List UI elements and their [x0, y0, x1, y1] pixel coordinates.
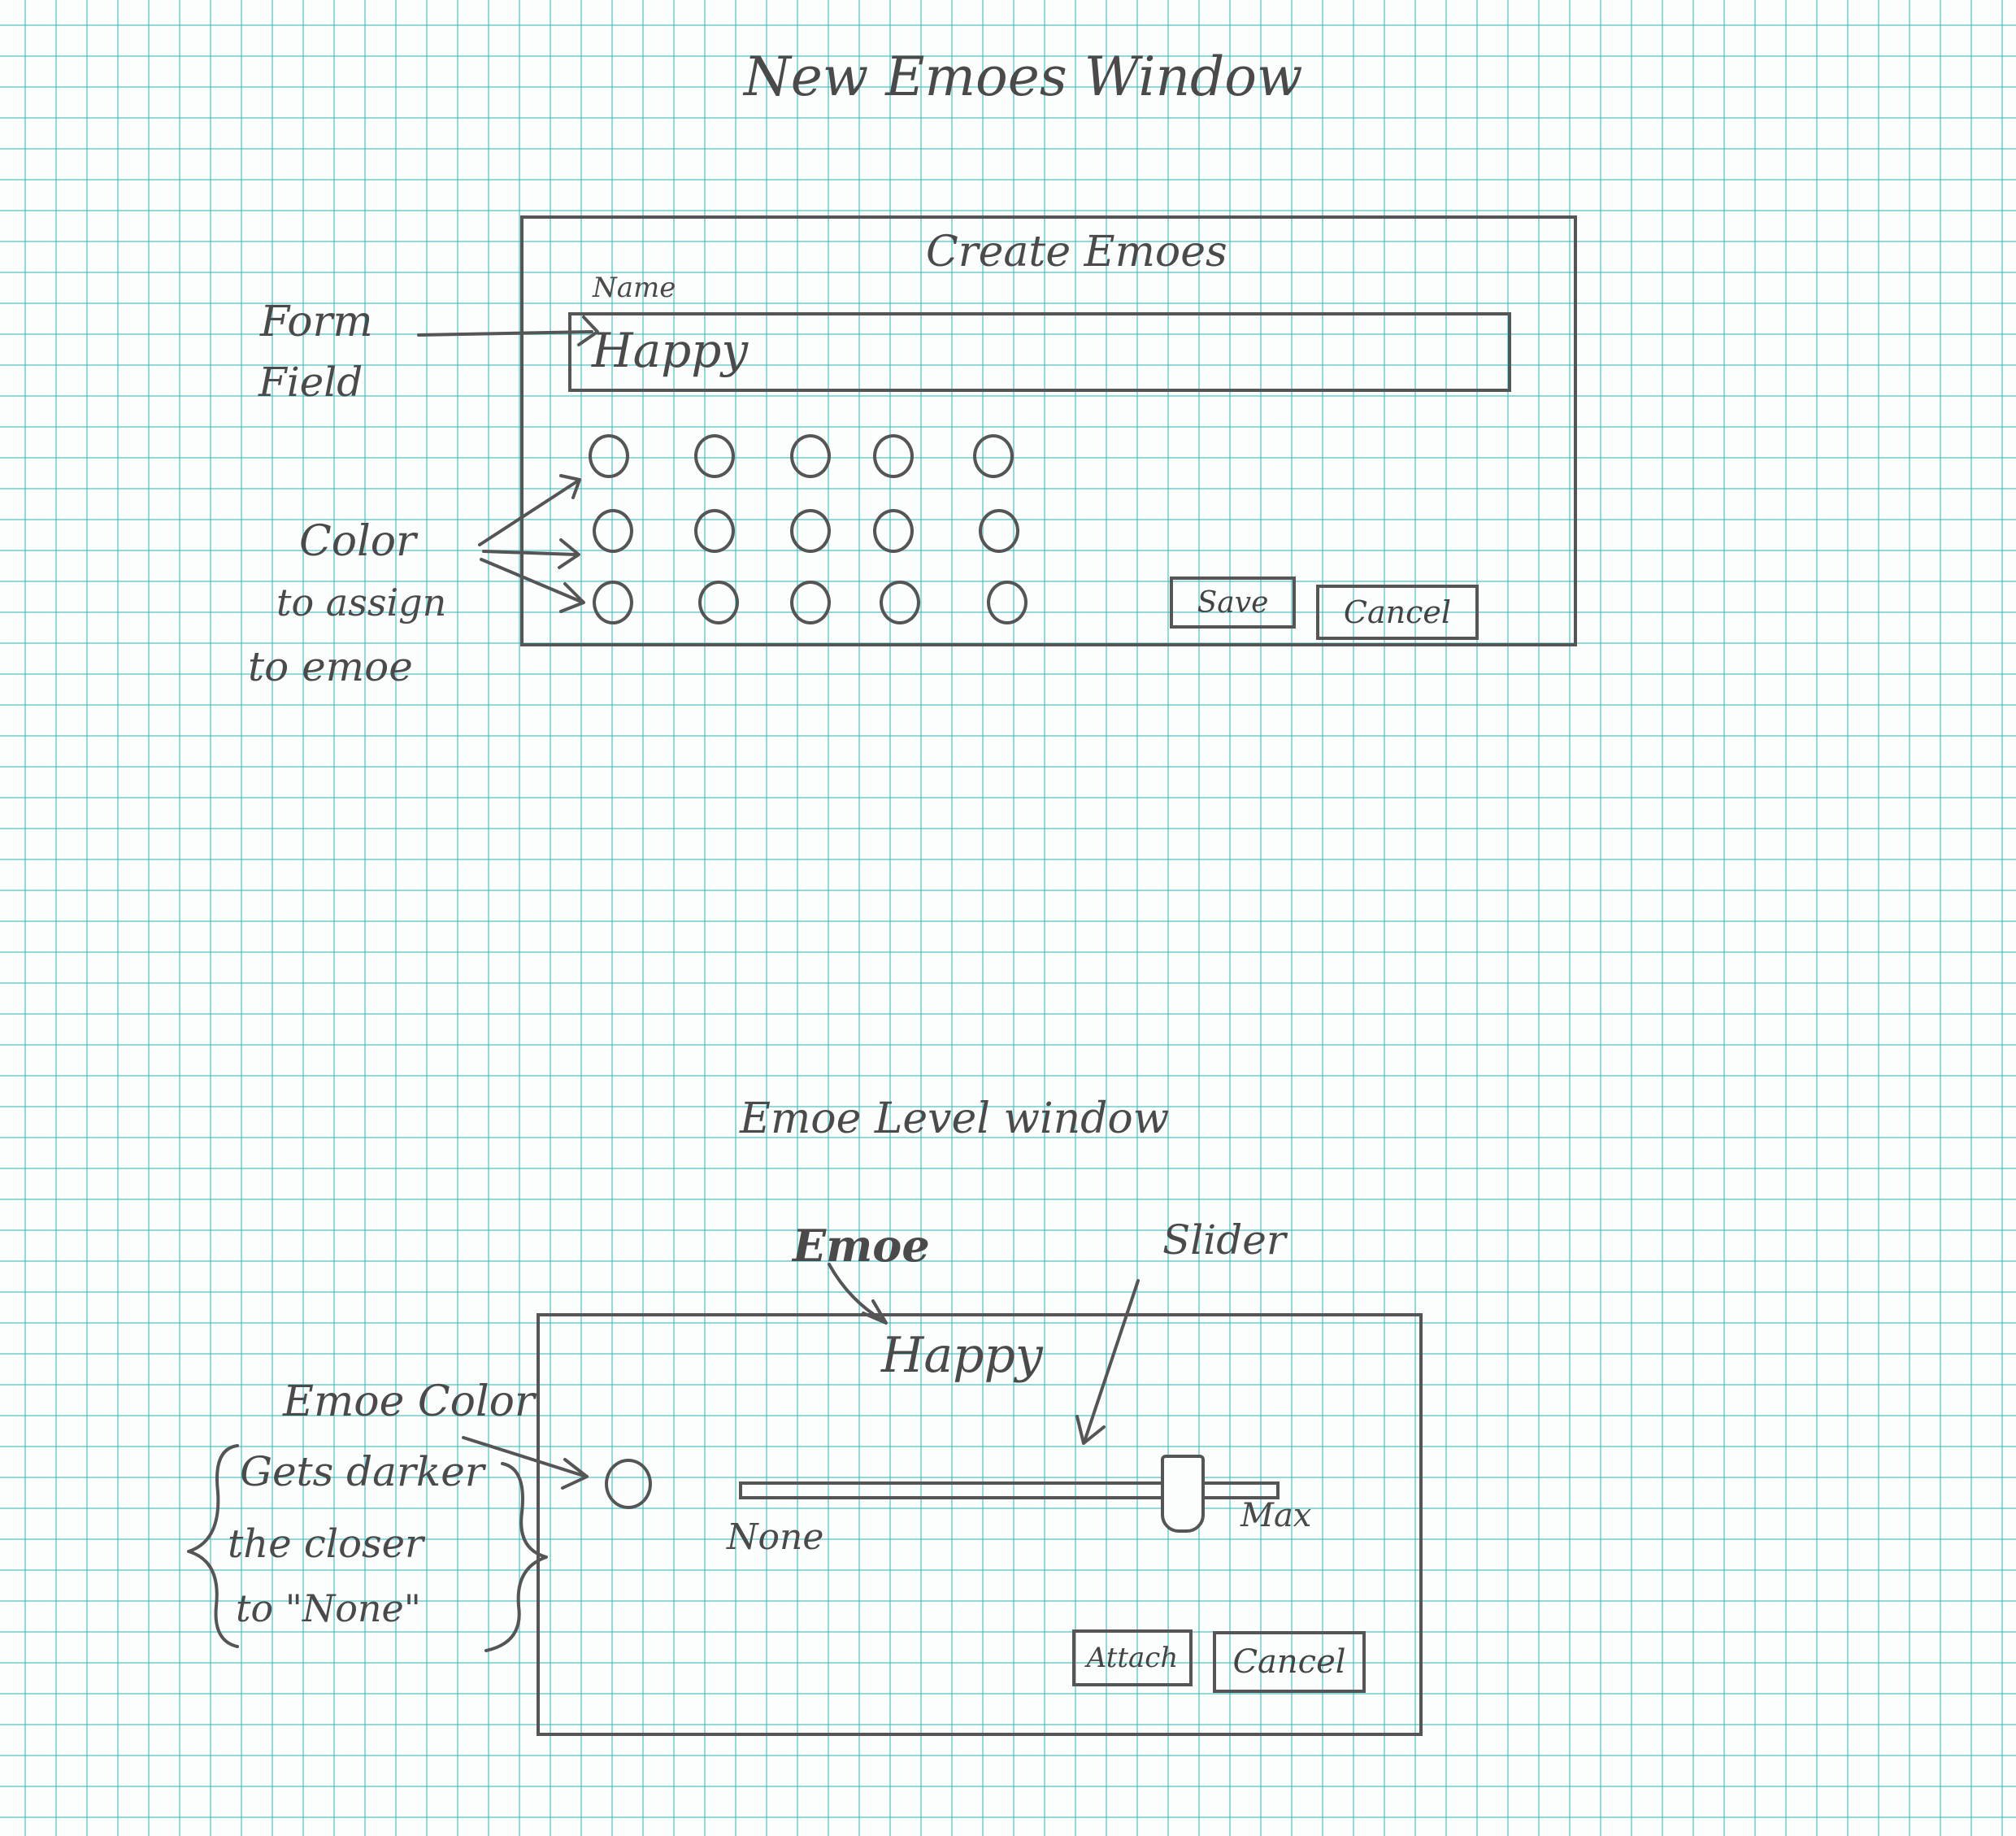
color-swatch[interactable]	[987, 581, 1028, 624]
cancel-button[interactable]: Cancel	[1316, 585, 1479, 640]
emoe-level-window: Happy None Max Attach Cancel	[537, 1313, 1423, 1736]
color-swatch[interactable]	[880, 581, 920, 624]
annotation-color-line-1: Color	[299, 517, 416, 566]
window-title: Create Emoes	[926, 228, 1227, 276]
attach-button[interactable]: Attach	[1072, 1629, 1193, 1686]
slider-min-label: None	[727, 1516, 824, 1558]
color-swatch[interactable]	[979, 509, 1019, 553]
slider-thumb[interactable]	[1161, 1455, 1205, 1533]
color-swatch[interactable]	[873, 509, 914, 553]
annotation-note-line-3: to "None"	[236, 1586, 421, 1630]
color-swatch[interactable]	[873, 434, 914, 478]
color-swatch[interactable]	[589, 434, 629, 478]
color-swatch[interactable]	[698, 581, 739, 624]
slider-max-label: Max	[1240, 1497, 1312, 1534]
color-swatch[interactable]	[790, 509, 831, 553]
color-swatch[interactable]	[593, 581, 633, 624]
emoe-name: Happy	[881, 1327, 1043, 1384]
color-swatch[interactable]	[694, 509, 735, 553]
annotation-color-line-2: to assign	[276, 581, 447, 624]
annotation-note-line-2: the closer	[228, 1521, 424, 1567]
annotation-slider: Slider	[1162, 1216, 1286, 1264]
name-input[interactable]: Happy	[568, 312, 1511, 392]
annotation-emoe-color: Emoe Color	[283, 1377, 535, 1426]
create-emoes-window: Create Emoes Name Happy Save Cancel	[520, 215, 1577, 646]
cancel-button[interactable]: Cancel	[1213, 1631, 1366, 1693]
annotation-emoe: Emoe	[793, 1220, 930, 1272]
annotation-note-line-1: Gets darker	[240, 1448, 484, 1495]
annotation-color-line-3: to emoe	[248, 643, 413, 690]
slider-track	[739, 1481, 1280, 1499]
color-swatch[interactable]	[694, 434, 735, 478]
color-swatch[interactable]	[593, 509, 633, 553]
emoe-color-swatch	[605, 1459, 652, 1509]
color-swatch[interactable]	[790, 581, 831, 624]
level-slider[interactable]	[739, 1455, 1280, 1533]
annotation-form-field-line-2: Field	[259, 359, 363, 406]
page-title: New Emoes Window	[744, 46, 1303, 108]
annotation-form-field-line-1: Form	[260, 298, 373, 346]
color-swatch[interactable]	[973, 434, 1014, 478]
level-window-heading: Emoe Level window	[740, 1094, 1170, 1143]
save-button[interactable]: Save	[1170, 576, 1296, 629]
name-input-value: Happy	[592, 323, 749, 378]
name-label: Name	[593, 272, 676, 304]
color-swatch[interactable]	[790, 434, 831, 478]
